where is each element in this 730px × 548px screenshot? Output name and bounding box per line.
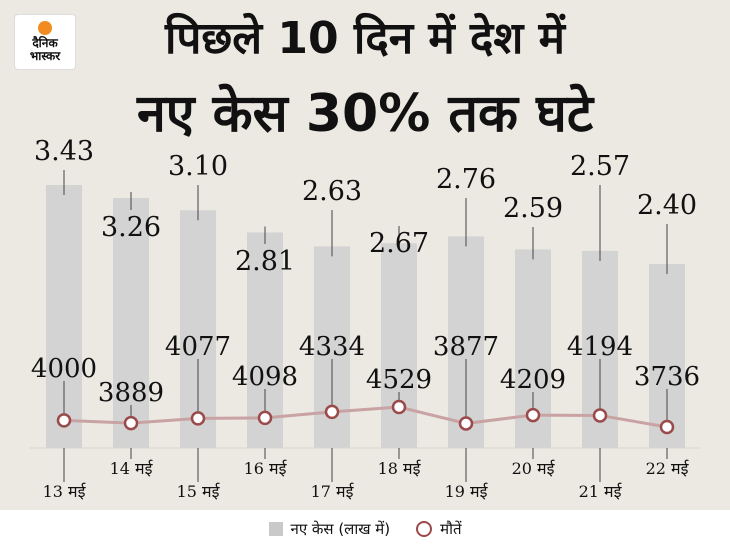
logo-line1: दैनिक (32, 36, 58, 50)
bar-value-label-7: 2.76 (436, 164, 496, 195)
death-value-label-3: 4077 (165, 332, 231, 362)
bar-6 (381, 243, 417, 448)
death-value-label-10: 3736 (634, 362, 700, 392)
death-point-8 (525, 407, 541, 423)
legend-item-cases: नए केस (लाख में) (268, 519, 391, 539)
x-tick-label-8: 20 मई (512, 459, 556, 478)
x-tick-label-5: 17 मई (311, 482, 355, 501)
legend: नए केस (लाख में) मौतें (0, 510, 730, 548)
line-layer (56, 399, 675, 435)
bar-value-label-10: 2.40 (637, 190, 697, 221)
stems-layer (30, 170, 700, 482)
death-value-label-2: 3889 (98, 378, 164, 408)
death-value-label-7: 3877 (433, 332, 499, 362)
bar-value-label-1: 3.43 (34, 136, 94, 167)
chart-title-line2: नए केस 30% तक घटे (136, 84, 594, 144)
x-tick-label-9: 21 मई (579, 482, 623, 501)
death-value-label-4: 4098 (232, 362, 298, 392)
legend-swatch-deaths (416, 521, 433, 537)
death-value-label-6: 4529 (366, 365, 432, 395)
x-tick-label-6: 18 मई (378, 459, 422, 478)
chart-title-line1: पिछले 10 दिन में देश में (165, 13, 565, 64)
x-tick-label-7: 19 मई (445, 482, 489, 501)
death-point-4 (257, 410, 273, 426)
death-point-5 (324, 404, 340, 420)
legend-swatch-cases (268, 522, 283, 536)
bar-value-label-2: 3.26 (101, 212, 161, 243)
legend-label-cases: नए केस (लाख में) (290, 520, 391, 538)
x-tick-label-4: 16 मई (244, 459, 288, 478)
death-point-10 (659, 419, 675, 435)
chart-svg: 3.43 3.263.10 2.81 2.632.67 2.762.592.572.40… (30, 136, 700, 501)
death-value-label-5: 4334 (299, 332, 365, 362)
bar-value-label-4: 2.81 (235, 246, 295, 277)
bar-value-label-9: 2.57 (570, 151, 630, 182)
bar-value-label-8: 2.59 (503, 193, 563, 224)
sun-icon (38, 21, 52, 35)
legend-item-deaths: मौतें (416, 519, 462, 539)
brand-logo: दैनिक भास्कर (14, 14, 76, 70)
bar-value-label-5: 2.63 (302, 176, 362, 207)
death-point-2 (123, 415, 139, 431)
x-tick-label-10: 22 मई (646, 459, 690, 478)
x-tick-label-1: 13 मई (43, 482, 87, 501)
x-tick-label-3: 15 मई (177, 482, 221, 501)
bars-layer (46, 185, 685, 448)
death-point-7 (458, 416, 474, 431)
death-value-label-8: 4209 (500, 365, 566, 395)
deaths-line (63, 405, 668, 429)
bar-value-label-3: 3.10 (168, 151, 228, 182)
labels-layer: 3.43 3.263.10 2.81 2.632.67 2.762.592.572.40… (31, 136, 700, 501)
death-point-1 (56, 413, 72, 428)
death-point-6 (391, 399, 407, 415)
death-point-9 (592, 408, 608, 423)
logo-line2: भास्कर (29, 49, 61, 63)
legend-label-deaths: मौतें (440, 520, 462, 538)
death-point-3 (190, 411, 206, 426)
bar-value-label-6: 2.67 (369, 228, 429, 259)
death-value-label-9: 4194 (567, 332, 633, 362)
x-tick-label-2: 14 मई (110, 459, 154, 478)
death-value-label-1: 4000 (31, 354, 97, 384)
